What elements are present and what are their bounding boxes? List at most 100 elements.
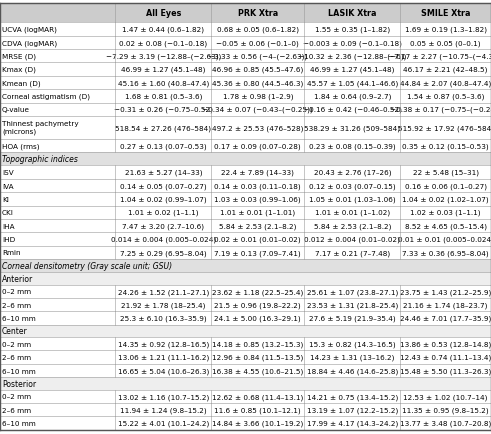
Text: −7.29 ± 3.19 (−12.88–(−2.63)): −7.29 ± 3.19 (−12.88–(−2.63)) bbox=[106, 53, 221, 60]
Bar bbox=[0, 285, 491, 298]
Bar bbox=[0, 117, 491, 139]
Text: CKI: CKI bbox=[2, 210, 14, 216]
Text: 14.18 ± 0.85 (13.2–15.3): 14.18 ± 0.85 (13.2–15.3) bbox=[212, 341, 303, 347]
Text: 515.92 ± 17.92 (476–584): 515.92 ± 17.92 (476–584) bbox=[398, 125, 491, 131]
Bar bbox=[0, 37, 491, 50]
Text: 45.16 ± 1.60 (40.8–47.4): 45.16 ± 1.60 (40.8–47.4) bbox=[118, 80, 209, 86]
Text: 7.47 ± 3.20 (2.7–10.6): 7.47 ± 3.20 (2.7–10.6) bbox=[122, 223, 204, 229]
Text: 16.38 ± 4.55 (10.6–21.5): 16.38 ± 4.55 (10.6–21.5) bbox=[212, 368, 303, 374]
Text: Posterior: Posterior bbox=[2, 379, 36, 388]
Text: 20.43 ± 2.76 (17–26): 20.43 ± 2.76 (17–26) bbox=[314, 170, 391, 176]
Bar bbox=[304, 4, 400, 23]
Text: 0.17 ± 0.09 (0.07–0.28): 0.17 ± 0.09 (0.07–0.28) bbox=[215, 143, 301, 149]
Text: 0.35 ± 0.12 (0.15–0.53): 0.35 ± 0.12 (0.15–0.53) bbox=[402, 143, 489, 149]
Text: 1.04 ± 0.02 (1.02–1.07): 1.04 ± 0.02 (1.02–1.07) bbox=[402, 196, 489, 203]
Bar bbox=[115, 4, 211, 23]
Text: 24.1 ± 5.00 (16.3–29.1): 24.1 ± 5.00 (16.3–29.1) bbox=[215, 315, 301, 322]
Text: 21.16 ± 1.74 (18–23.7): 21.16 ± 1.74 (18–23.7) bbox=[404, 302, 488, 308]
Text: Anterior: Anterior bbox=[2, 274, 33, 283]
Text: 2–6 mm: 2–6 mm bbox=[2, 407, 31, 413]
Text: 21.63 ± 5.27 (14–33): 21.63 ± 5.27 (14–33) bbox=[125, 170, 202, 176]
Text: 14.21 ± 0.75 (13.4–15.2): 14.21 ± 0.75 (13.4–15.2) bbox=[307, 393, 398, 400]
Text: 7.33 ± 0.36 (6.95–8.04): 7.33 ± 0.36 (6.95–8.04) bbox=[402, 250, 489, 256]
Bar bbox=[0, 377, 491, 390]
Text: LASIK Xtra: LASIK Xtra bbox=[328, 10, 377, 18]
Text: 15.48 ± 5.50 (11.3–26.3): 15.48 ± 5.50 (11.3–26.3) bbox=[400, 368, 491, 374]
Text: Center: Center bbox=[2, 327, 27, 335]
Bar bbox=[0, 50, 491, 63]
Text: 0.014 ± 0.004 (0.005–0.024): 0.014 ± 0.004 (0.005–0.024) bbox=[110, 236, 216, 243]
Bar bbox=[0, 139, 491, 153]
Bar bbox=[0, 23, 491, 37]
Bar bbox=[0, 233, 491, 246]
Text: −0.16 ± 0.42 (−0.46–0.52): −0.16 ± 0.42 (−0.46–0.52) bbox=[303, 107, 402, 113]
Text: −0.34 ± 0.07 (−0.43–(−0.25)): −0.34 ± 0.07 (−0.43–(−0.25)) bbox=[202, 107, 313, 113]
Text: 23.62 ± 1.18 (22.5–25.4): 23.62 ± 1.18 (22.5–25.4) bbox=[212, 289, 303, 295]
Text: 21.92 ± 1.78 (18–25.4): 21.92 ± 1.78 (18–25.4) bbox=[121, 302, 205, 308]
Text: 46.96 ± 0.85 (45.5–47.6): 46.96 ± 0.85 (45.5–47.6) bbox=[212, 67, 303, 73]
Text: 538.29 ± 31.26 (509–584): 538.29 ± 31.26 (509–584) bbox=[304, 125, 400, 131]
Text: 22 ± 5.48 (15–31): 22 ± 5.48 (15–31) bbox=[412, 170, 479, 176]
Bar bbox=[0, 179, 491, 193]
Text: 0–2 mm: 0–2 mm bbox=[2, 341, 31, 347]
Text: 14.84 ± 3.66 (10.1–19.2): 14.84 ± 3.66 (10.1–19.2) bbox=[212, 420, 303, 426]
Text: −0.05 ± 0.06 (−0.1–0): −0.05 ± 0.06 (−0.1–0) bbox=[217, 40, 299, 46]
Text: 46.17 ± 2.21 (42–48.5): 46.17 ± 2.21 (42–48.5) bbox=[404, 67, 488, 73]
Text: 1.03 ± 0.03 (0.99–1.06): 1.03 ± 0.03 (0.99–1.06) bbox=[215, 196, 301, 203]
Text: 1.02 ± 0.03 (1–1.1): 1.02 ± 0.03 (1–1.1) bbox=[410, 210, 481, 216]
Text: 1.69 ± 0.19 (1.3–1.82): 1.69 ± 0.19 (1.3–1.82) bbox=[405, 27, 487, 33]
Text: 46.99 ± 1.27 (45.1–48): 46.99 ± 1.27 (45.1–48) bbox=[121, 67, 205, 73]
Text: SMILE Xtra: SMILE Xtra bbox=[421, 10, 470, 18]
Text: Topographic indices: Topographic indices bbox=[2, 155, 78, 164]
Text: PRK Xtra: PRK Xtra bbox=[238, 10, 278, 18]
Text: 13.02 ± 1.16 (10.7–15.2): 13.02 ± 1.16 (10.7–15.2) bbox=[118, 393, 209, 400]
Text: UCVA (logMAR): UCVA (logMAR) bbox=[2, 27, 57, 33]
Text: Q-value: Q-value bbox=[2, 107, 30, 113]
Text: 2–6 mm: 2–6 mm bbox=[2, 354, 31, 360]
Text: 0.12 ± 0.03 (0.07–0.15): 0.12 ± 0.03 (0.07–0.15) bbox=[309, 183, 396, 189]
Text: 12.62 ± 0.68 (11.4–13.1): 12.62 ± 0.68 (11.4–13.1) bbox=[212, 393, 303, 400]
Text: 11.35 ± 0.95 (9.8–15.2): 11.35 ± 0.95 (9.8–15.2) bbox=[402, 406, 489, 413]
Text: IVA: IVA bbox=[2, 183, 14, 189]
Text: 12.53 ± 1.02 (10.7–14): 12.53 ± 1.02 (10.7–14) bbox=[404, 393, 488, 400]
Text: 0.02 ± 0.08 (−0.1–0.18): 0.02 ± 0.08 (−0.1–0.18) bbox=[119, 40, 207, 46]
Text: 22.4 ± 7.89 (14–33): 22.4 ± 7.89 (14–33) bbox=[221, 170, 294, 176]
Text: IHD: IHD bbox=[2, 237, 15, 242]
Text: 2–6 mm: 2–6 mm bbox=[2, 302, 31, 308]
Text: 0.27 ± 0.13 (0.07–0.53): 0.27 ± 0.13 (0.07–0.53) bbox=[120, 143, 207, 149]
Bar bbox=[0, 298, 491, 312]
Bar bbox=[0, 90, 491, 103]
Text: −3.33 ± 0.56 (−4–(−2.63)): −3.33 ± 0.56 (−4–(−2.63)) bbox=[208, 53, 307, 60]
Text: 14.23 ± 1.31 (13–16.2): 14.23 ± 1.31 (13–16.2) bbox=[310, 354, 394, 361]
Text: All Eyes: All Eyes bbox=[145, 10, 181, 18]
Text: 497.2 ± 25.53 (476–528): 497.2 ± 25.53 (476–528) bbox=[212, 125, 303, 131]
Text: IHA: IHA bbox=[2, 223, 15, 229]
Text: −7.17 ± 2.27 (−10.75–(−4.38)): −7.17 ± 2.27 (−10.75–(−4.38)) bbox=[388, 53, 491, 60]
Text: Kmax (D): Kmax (D) bbox=[2, 67, 36, 73]
Bar bbox=[0, 364, 491, 377]
Text: 0.05 ± 0.05 (0–0.1): 0.05 ± 0.05 (0–0.1) bbox=[410, 40, 481, 46]
Text: 17.99 ± 4.17 (14.3–24.2): 17.99 ± 4.17 (14.3–24.2) bbox=[307, 420, 398, 426]
Bar bbox=[211, 4, 304, 23]
Text: 12.43 ± 0.74 (11.1–13.4): 12.43 ± 0.74 (11.1–13.4) bbox=[400, 354, 491, 361]
Text: Thinnest pachymetry
(microns): Thinnest pachymetry (microns) bbox=[2, 121, 79, 135]
Text: 0.01 ± 0.01 (0.005–0.024): 0.01 ± 0.01 (0.005–0.024) bbox=[398, 236, 491, 243]
Text: 12.96 ± 0.84 (11.5–13.5): 12.96 ± 0.84 (11.5–13.5) bbox=[212, 354, 303, 361]
Text: 1.68 ± 0.81 (0.5–3.6): 1.68 ± 0.81 (0.5–3.6) bbox=[125, 93, 202, 100]
Text: 0.14 ± 0.03 (0.11–0.18): 0.14 ± 0.03 (0.11–0.18) bbox=[215, 183, 301, 189]
Text: 25.61 ± 1.07 (23.8–27.1): 25.61 ± 1.07 (23.8–27.1) bbox=[307, 289, 398, 295]
Text: 46.99 ± 1.27 (45.1–48): 46.99 ± 1.27 (45.1–48) bbox=[310, 67, 394, 73]
Text: 27.6 ± 5.19 (21.9–35.4): 27.6 ± 5.19 (21.9–35.4) bbox=[309, 315, 396, 322]
Text: 1.55 ± 0.35 (1–1.82): 1.55 ± 0.35 (1–1.82) bbox=[315, 27, 390, 33]
Text: 0.16 ± 0.06 (0.1–0.27): 0.16 ± 0.06 (0.1–0.27) bbox=[405, 183, 487, 189]
Text: −10.32 ± 2.36 (−12.88–(−6)): −10.32 ± 2.36 (−12.88–(−6)) bbox=[298, 53, 407, 60]
Text: 6–10 mm: 6–10 mm bbox=[2, 368, 36, 374]
Text: 24.26 ± 1.52 (21.1–27.1): 24.26 ± 1.52 (21.1–27.1) bbox=[118, 289, 209, 295]
Text: 14.35 ± 0.92 (12.8–16.5): 14.35 ± 0.92 (12.8–16.5) bbox=[118, 341, 209, 347]
Text: 6–10 mm: 6–10 mm bbox=[2, 316, 36, 321]
Text: 6–10 mm: 6–10 mm bbox=[2, 420, 36, 426]
Bar bbox=[0, 337, 491, 351]
Text: MRSE (D): MRSE (D) bbox=[2, 53, 36, 60]
Text: 7.25 ± 0.29 (6.95–8.04): 7.25 ± 0.29 (6.95–8.04) bbox=[120, 250, 207, 256]
Bar bbox=[0, 260, 491, 273]
